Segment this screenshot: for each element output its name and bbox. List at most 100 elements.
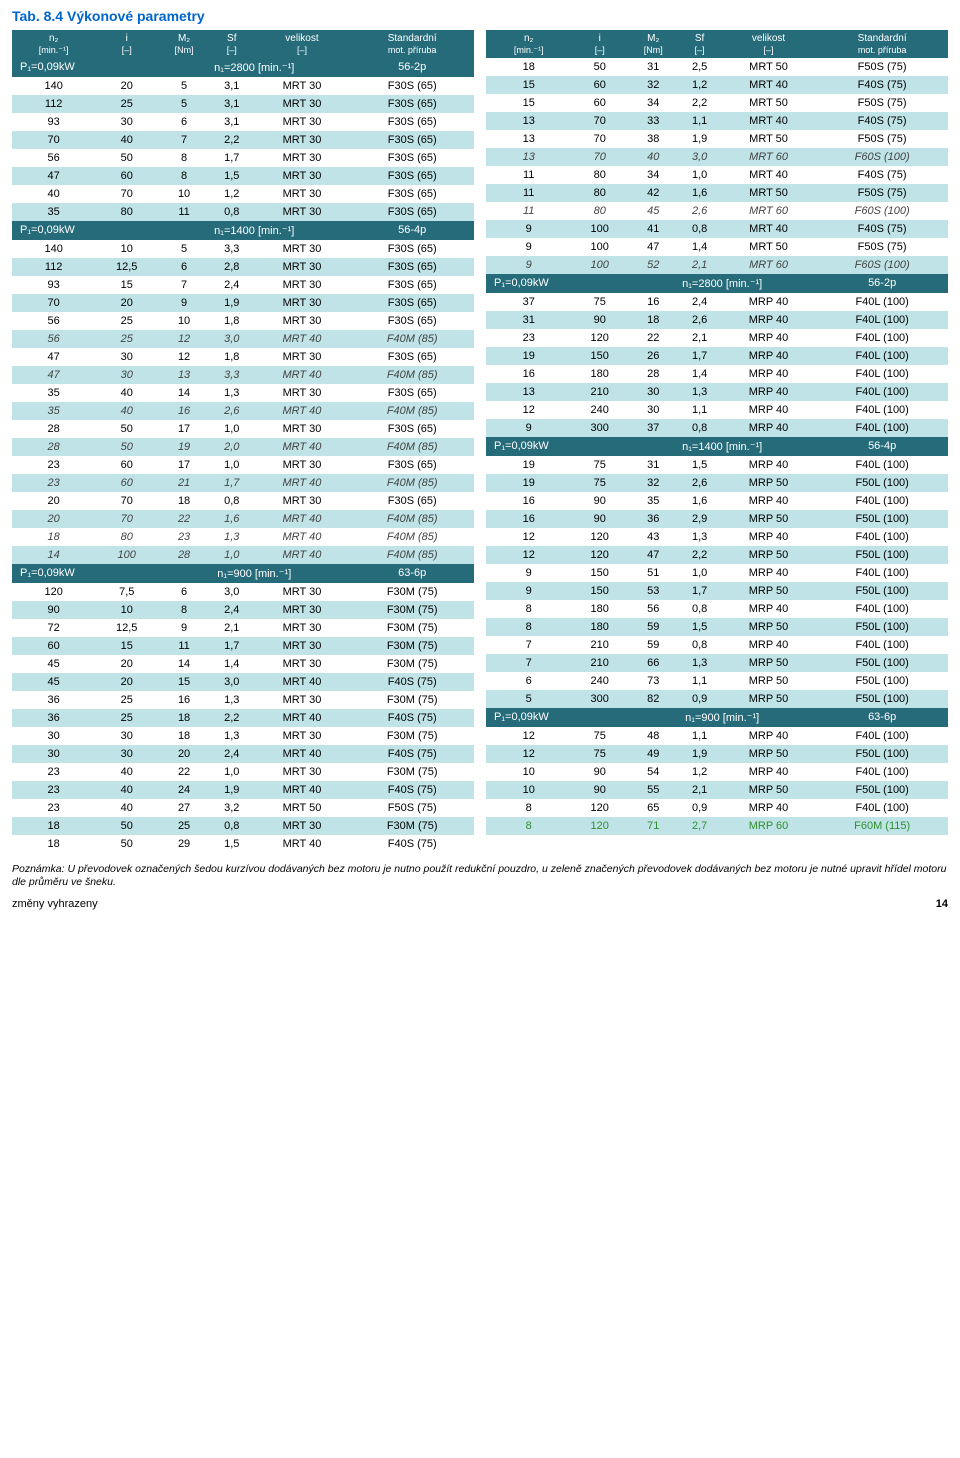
cell: 100	[571, 220, 628, 238]
table-row: 11212,562,8MRT 30F30S (65)	[12, 258, 474, 276]
cell: MRP 60	[721, 817, 817, 835]
cell: F40M (85)	[350, 474, 474, 492]
section-row: P₁=0,09kWn₁=2800 [min.⁻¹]56-2p	[486, 274, 948, 293]
cell: F50S (75)	[350, 799, 474, 817]
cell: 7,5	[95, 583, 158, 601]
cell: 8	[486, 817, 571, 835]
cell: 40	[95, 799, 158, 817]
cell: 2,9	[678, 510, 720, 528]
cell: 56	[12, 330, 95, 348]
cell: 210	[571, 383, 628, 401]
cell: 1,3	[210, 691, 254, 709]
table-row: 3580110,8MRT 30F30S (65)	[12, 203, 474, 221]
table-row: 7210661,3MRP 50F50L (100)	[486, 654, 948, 672]
cell: 100	[571, 256, 628, 274]
cell: F60M (115)	[816, 817, 948, 835]
cell: 12	[158, 348, 210, 366]
cell: F40S (75)	[816, 166, 948, 184]
cell: 28	[158, 546, 210, 564]
cell: 24	[158, 781, 210, 799]
cell: 120	[12, 583, 95, 601]
cell: F30S (65)	[350, 492, 474, 510]
table-row: 3775162,4MRP 40F40L (100)	[486, 293, 948, 311]
cell: MRP 40	[721, 564, 817, 582]
table-row: 1690351,6MRP 40F40L (100)	[486, 492, 948, 510]
cell: 30	[95, 366, 158, 384]
cell: 1,6	[678, 184, 720, 202]
cell: 210	[571, 654, 628, 672]
cell: 50	[95, 817, 158, 835]
cell: 1,1	[678, 672, 720, 690]
cell: F30S (65)	[350, 149, 474, 167]
cell: 2,4	[678, 293, 720, 311]
cell: 1,3	[678, 383, 720, 401]
cell: 14	[12, 546, 95, 564]
cell: 300	[571, 690, 628, 708]
cell: 9	[486, 564, 571, 582]
cell: MRT 30	[254, 420, 351, 438]
cell: 93	[12, 113, 95, 131]
cell: F30S (65)	[350, 384, 474, 402]
cell: 1,3	[678, 654, 720, 672]
cell: MRT 30	[254, 240, 351, 258]
cell: 25	[95, 95, 158, 113]
table-row: 1850250,8MRT 30F30M (75)	[12, 817, 474, 835]
cell: 18	[628, 311, 678, 329]
cell: MRP 50	[721, 546, 817, 564]
cell: 71	[628, 817, 678, 835]
cell: 180	[571, 618, 628, 636]
table-row: 2340221,0MRT 30F30M (75)	[12, 763, 474, 781]
cell: 1,5	[678, 456, 720, 474]
cell: 48	[628, 727, 678, 745]
table-row: 1370403,0MRT 60F60S (100)	[486, 148, 948, 166]
cell: 70	[571, 130, 628, 148]
table-row: 12120431,3MRP 40F40L (100)	[486, 528, 948, 546]
cell: F40S (75)	[350, 673, 474, 691]
cell: MRT 30	[254, 817, 351, 835]
cell: 35	[12, 384, 95, 402]
cell: 14	[158, 384, 210, 402]
table-row: 2070180,8MRT 30F30S (65)	[12, 492, 474, 510]
cell: MRT 30	[254, 655, 351, 673]
cell: 75	[571, 745, 628, 763]
cell: F40L (100)	[816, 528, 948, 546]
cell: F40S (75)	[816, 76, 948, 94]
cell: F50L (100)	[816, 690, 948, 708]
cell: 90	[571, 492, 628, 510]
cell: 8	[158, 167, 210, 185]
table-row: 12120472,2MRP 50F50L (100)	[486, 546, 948, 564]
cell: 60	[571, 94, 628, 112]
cell: MRT 30	[254, 167, 351, 185]
cell: 31	[628, 456, 678, 474]
table-row: 2340273,2MRT 50F50S (75)	[12, 799, 474, 817]
cell: 90	[571, 763, 628, 781]
cell: 20	[95, 77, 158, 95]
cell: 0,9	[678, 690, 720, 708]
cell: 1,5	[210, 835, 254, 853]
cell: 56	[628, 600, 678, 618]
cell: 16	[486, 365, 571, 383]
table-row: 9100410,8MRT 40F40S (75)	[486, 220, 948, 238]
table-row: 8120712,7MRP 60F60M (115)	[486, 817, 948, 835]
cell: 1,7	[210, 637, 254, 655]
cell: MRT 40	[254, 528, 351, 546]
cell: 18	[12, 528, 95, 546]
cell: 37	[486, 293, 571, 311]
cell: F50S (75)	[816, 130, 948, 148]
cell: F40L (100)	[816, 401, 948, 419]
cell: 1,8	[210, 348, 254, 366]
cell: F40M (85)	[350, 528, 474, 546]
cell: MRT 40	[254, 366, 351, 384]
cell: 6	[486, 672, 571, 690]
cell: 1,9	[678, 745, 720, 763]
cell: MRT 40	[721, 76, 817, 94]
table-row: 9100471,4MRT 50F50S (75)	[486, 238, 948, 256]
cell: MRT 40	[254, 510, 351, 528]
cell: 16	[158, 691, 210, 709]
cell: F30M (75)	[350, 583, 474, 601]
cell: 23	[12, 456, 95, 474]
cell: 8	[486, 799, 571, 817]
table-row: 1880231,3MRT 40F40M (85)	[12, 528, 474, 546]
cell: 10	[158, 185, 210, 203]
cell: 2,2	[678, 94, 720, 112]
